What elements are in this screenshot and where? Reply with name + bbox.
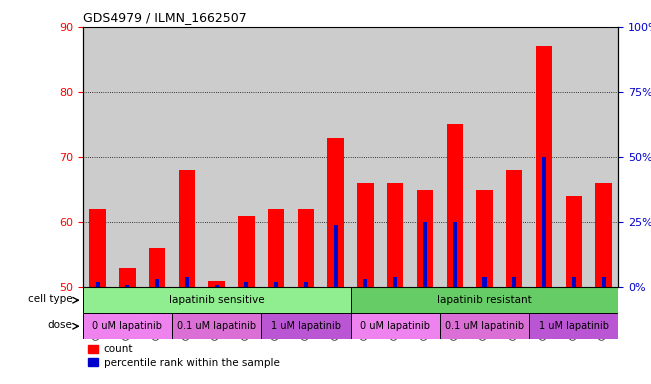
Bar <box>602 277 605 287</box>
Bar <box>596 183 612 287</box>
Bar <box>417 190 433 287</box>
Bar <box>380 27 410 287</box>
Bar <box>529 313 618 339</box>
Text: 0.1 uM lapatinib: 0.1 uM lapatinib <box>445 321 524 331</box>
Bar <box>178 170 195 287</box>
Bar <box>149 248 165 287</box>
Bar <box>410 27 440 287</box>
Bar <box>125 285 130 287</box>
Bar <box>119 268 135 287</box>
Bar <box>589 27 618 287</box>
Bar <box>387 183 404 287</box>
Bar <box>440 313 529 339</box>
Text: 1 uM lapatinib: 1 uM lapatinib <box>271 321 341 331</box>
Bar <box>440 27 469 287</box>
Bar <box>393 277 397 287</box>
Bar <box>469 27 499 287</box>
Bar <box>202 27 232 287</box>
Bar <box>542 157 546 287</box>
Bar <box>499 27 529 287</box>
Bar <box>506 170 523 287</box>
Bar <box>363 280 368 287</box>
Bar <box>244 282 249 287</box>
Bar <box>89 209 105 287</box>
Bar <box>566 196 582 287</box>
Bar <box>477 190 493 287</box>
Bar <box>208 281 225 287</box>
Bar <box>215 285 219 287</box>
Bar <box>268 209 284 287</box>
Bar <box>232 27 261 287</box>
Bar <box>155 280 159 287</box>
Text: 0 uM lapatinib: 0 uM lapatinib <box>92 321 162 331</box>
Bar <box>559 27 589 287</box>
Text: cell type: cell type <box>27 294 72 304</box>
Legend: count, percentile rank within the sample: count, percentile rank within the sample <box>88 344 279 367</box>
Text: 1 uM lapatinib: 1 uM lapatinib <box>539 321 609 331</box>
Text: GDS4979 / ILMN_1662507: GDS4979 / ILMN_1662507 <box>83 11 247 24</box>
Text: lapatinib resistant: lapatinib resistant <box>437 295 532 305</box>
Bar <box>572 277 576 287</box>
Bar <box>83 313 172 339</box>
Bar <box>291 27 321 287</box>
Bar <box>423 222 427 287</box>
Bar <box>298 209 314 287</box>
Bar <box>350 287 618 313</box>
Text: 0 uM lapatinib: 0 uM lapatinib <box>360 321 430 331</box>
Bar <box>96 282 100 287</box>
Bar <box>350 313 440 339</box>
Bar <box>452 222 457 287</box>
Bar <box>357 183 374 287</box>
Bar <box>172 313 261 339</box>
Bar <box>304 282 308 287</box>
Bar <box>333 225 338 287</box>
Bar <box>274 282 278 287</box>
Bar <box>529 27 559 287</box>
Bar <box>238 215 255 287</box>
Bar <box>482 277 486 287</box>
Bar <box>447 124 463 287</box>
Text: lapatinib sensitive: lapatinib sensitive <box>169 295 264 305</box>
Bar <box>261 27 291 287</box>
Bar <box>142 27 172 287</box>
Bar <box>261 313 350 339</box>
Bar <box>185 277 189 287</box>
Bar <box>83 287 350 313</box>
Bar <box>350 27 380 287</box>
Text: 0.1 uM lapatinib: 0.1 uM lapatinib <box>177 321 256 331</box>
Bar <box>113 27 142 287</box>
Bar <box>321 27 350 287</box>
Bar <box>536 46 552 287</box>
Text: dose: dose <box>48 320 72 330</box>
Bar <box>83 27 113 287</box>
Bar <box>172 27 202 287</box>
Bar <box>512 277 516 287</box>
Bar <box>327 137 344 287</box>
